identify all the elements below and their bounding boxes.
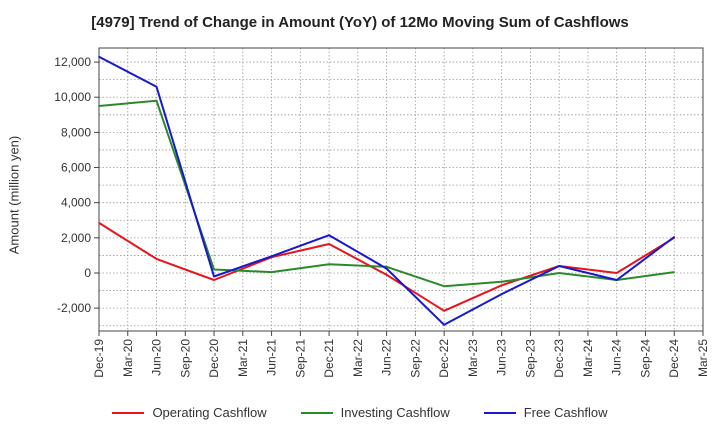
data-point-1 — [270, 271, 273, 273]
plot-border — [98, 47, 704, 332]
data-point-2 — [673, 236, 676, 238]
y-tick-label: 10,000 — [54, 90, 91, 104]
x-tick-label: Mar-22 — [351, 339, 365, 377]
data-point-2 — [155, 85, 158, 88]
data-point-0 — [155, 258, 158, 260]
legend-label-operating: Operating Cashflow — [152, 405, 267, 420]
x-tick-label: Dec-21 — [322, 339, 336, 378]
data-point-2 — [270, 255, 273, 258]
data-point-1 — [673, 271, 676, 273]
data-point-1 — [328, 263, 330, 266]
x-tick-label: Sep-24 — [638, 339, 652, 378]
legend-swatch-free — [483, 411, 516, 414]
x-tick-label: Jun-23 — [495, 339, 509, 376]
x-tick-label: Dec-19 — [92, 339, 106, 378]
data-point-1 — [213, 268, 215, 271]
data-point-2 — [98, 55, 100, 58]
y-tick-label: 6,000 — [61, 161, 91, 175]
x-tick-label: Sep-23 — [523, 339, 537, 378]
data-point-2 — [500, 293, 503, 295]
y-tick-label: 8,000 — [61, 125, 91, 139]
legend-item-investing: Investing Cashflow — [300, 405, 450, 420]
data-point-0 — [213, 279, 215, 281]
x-tick-label: Dec-22 — [437, 339, 451, 378]
data-point-0 — [328, 243, 330, 245]
x-tick-label: Mar-21 — [236, 339, 250, 377]
data-point-2 — [443, 324, 445, 326]
x-tick-label: Jun-22 — [380, 339, 394, 376]
data-point-2 — [615, 279, 618, 281]
y-tick-label: 2,000 — [61, 231, 91, 245]
data-point-0 — [443, 309, 445, 312]
data-point-2 — [558, 265, 560, 267]
y-tick-label: 0 — [84, 266, 91, 280]
legend: Operating Cashflow Investing Cashflow Fr… — [0, 405, 720, 420]
x-tick-label: Jun-24 — [610, 339, 624, 376]
chart-title: [4979] Trend of Change in Amount (YoY) o… — [91, 14, 629, 31]
x-tick-label: Sep-22 — [408, 339, 422, 378]
x-tick-label: Mar-20 — [121, 339, 135, 377]
data-point-2 — [328, 234, 330, 237]
legend-swatch-investing — [300, 411, 333, 414]
data-point-1 — [500, 280, 503, 283]
data-point-2 — [213, 275, 215, 278]
x-tick-label: Jun-21 — [265, 339, 279, 376]
x-tick-label: Mar-24 — [581, 339, 595, 377]
legend-item-free: Free Cashflow — [483, 405, 608, 420]
y-tick-label: 4,000 — [61, 196, 91, 210]
legend-swatch-operating — [112, 411, 145, 414]
y-tick-label: 12,000 — [54, 55, 91, 69]
x-tick-label: Sep-20 — [178, 339, 192, 378]
data-point-1 — [98, 105, 100, 107]
data-point-0 — [615, 272, 618, 274]
data-point-0 — [385, 273, 388, 276]
x-tick-label: Mar-25 — [696, 339, 710, 377]
legend-label-free: Free Cashflow — [523, 405, 608, 420]
x-tick-label: Sep-21 — [293, 339, 307, 378]
x-tick-label: Dec-23 — [552, 339, 566, 378]
data-point-0 — [98, 222, 100, 224]
x-tick-label: Mar-23 — [466, 339, 480, 377]
y-tick-label: -2,000 — [57, 301, 91, 315]
data-point-1 — [155, 99, 158, 102]
data-point-1 — [558, 272, 560, 274]
x-tick-label: Dec-20 — [207, 339, 221, 378]
data-point-0 — [500, 284, 503, 287]
legend-label-investing: Investing Cashflow — [340, 405, 450, 420]
x-tick-label: Jun-20 — [150, 339, 164, 376]
legend-item-operating: Operating Cashflow — [112, 405, 267, 420]
data-point-2 — [385, 267, 388, 270]
data-point-1 — [443, 285, 445, 287]
x-tick-label: Dec-24 — [667, 339, 681, 378]
